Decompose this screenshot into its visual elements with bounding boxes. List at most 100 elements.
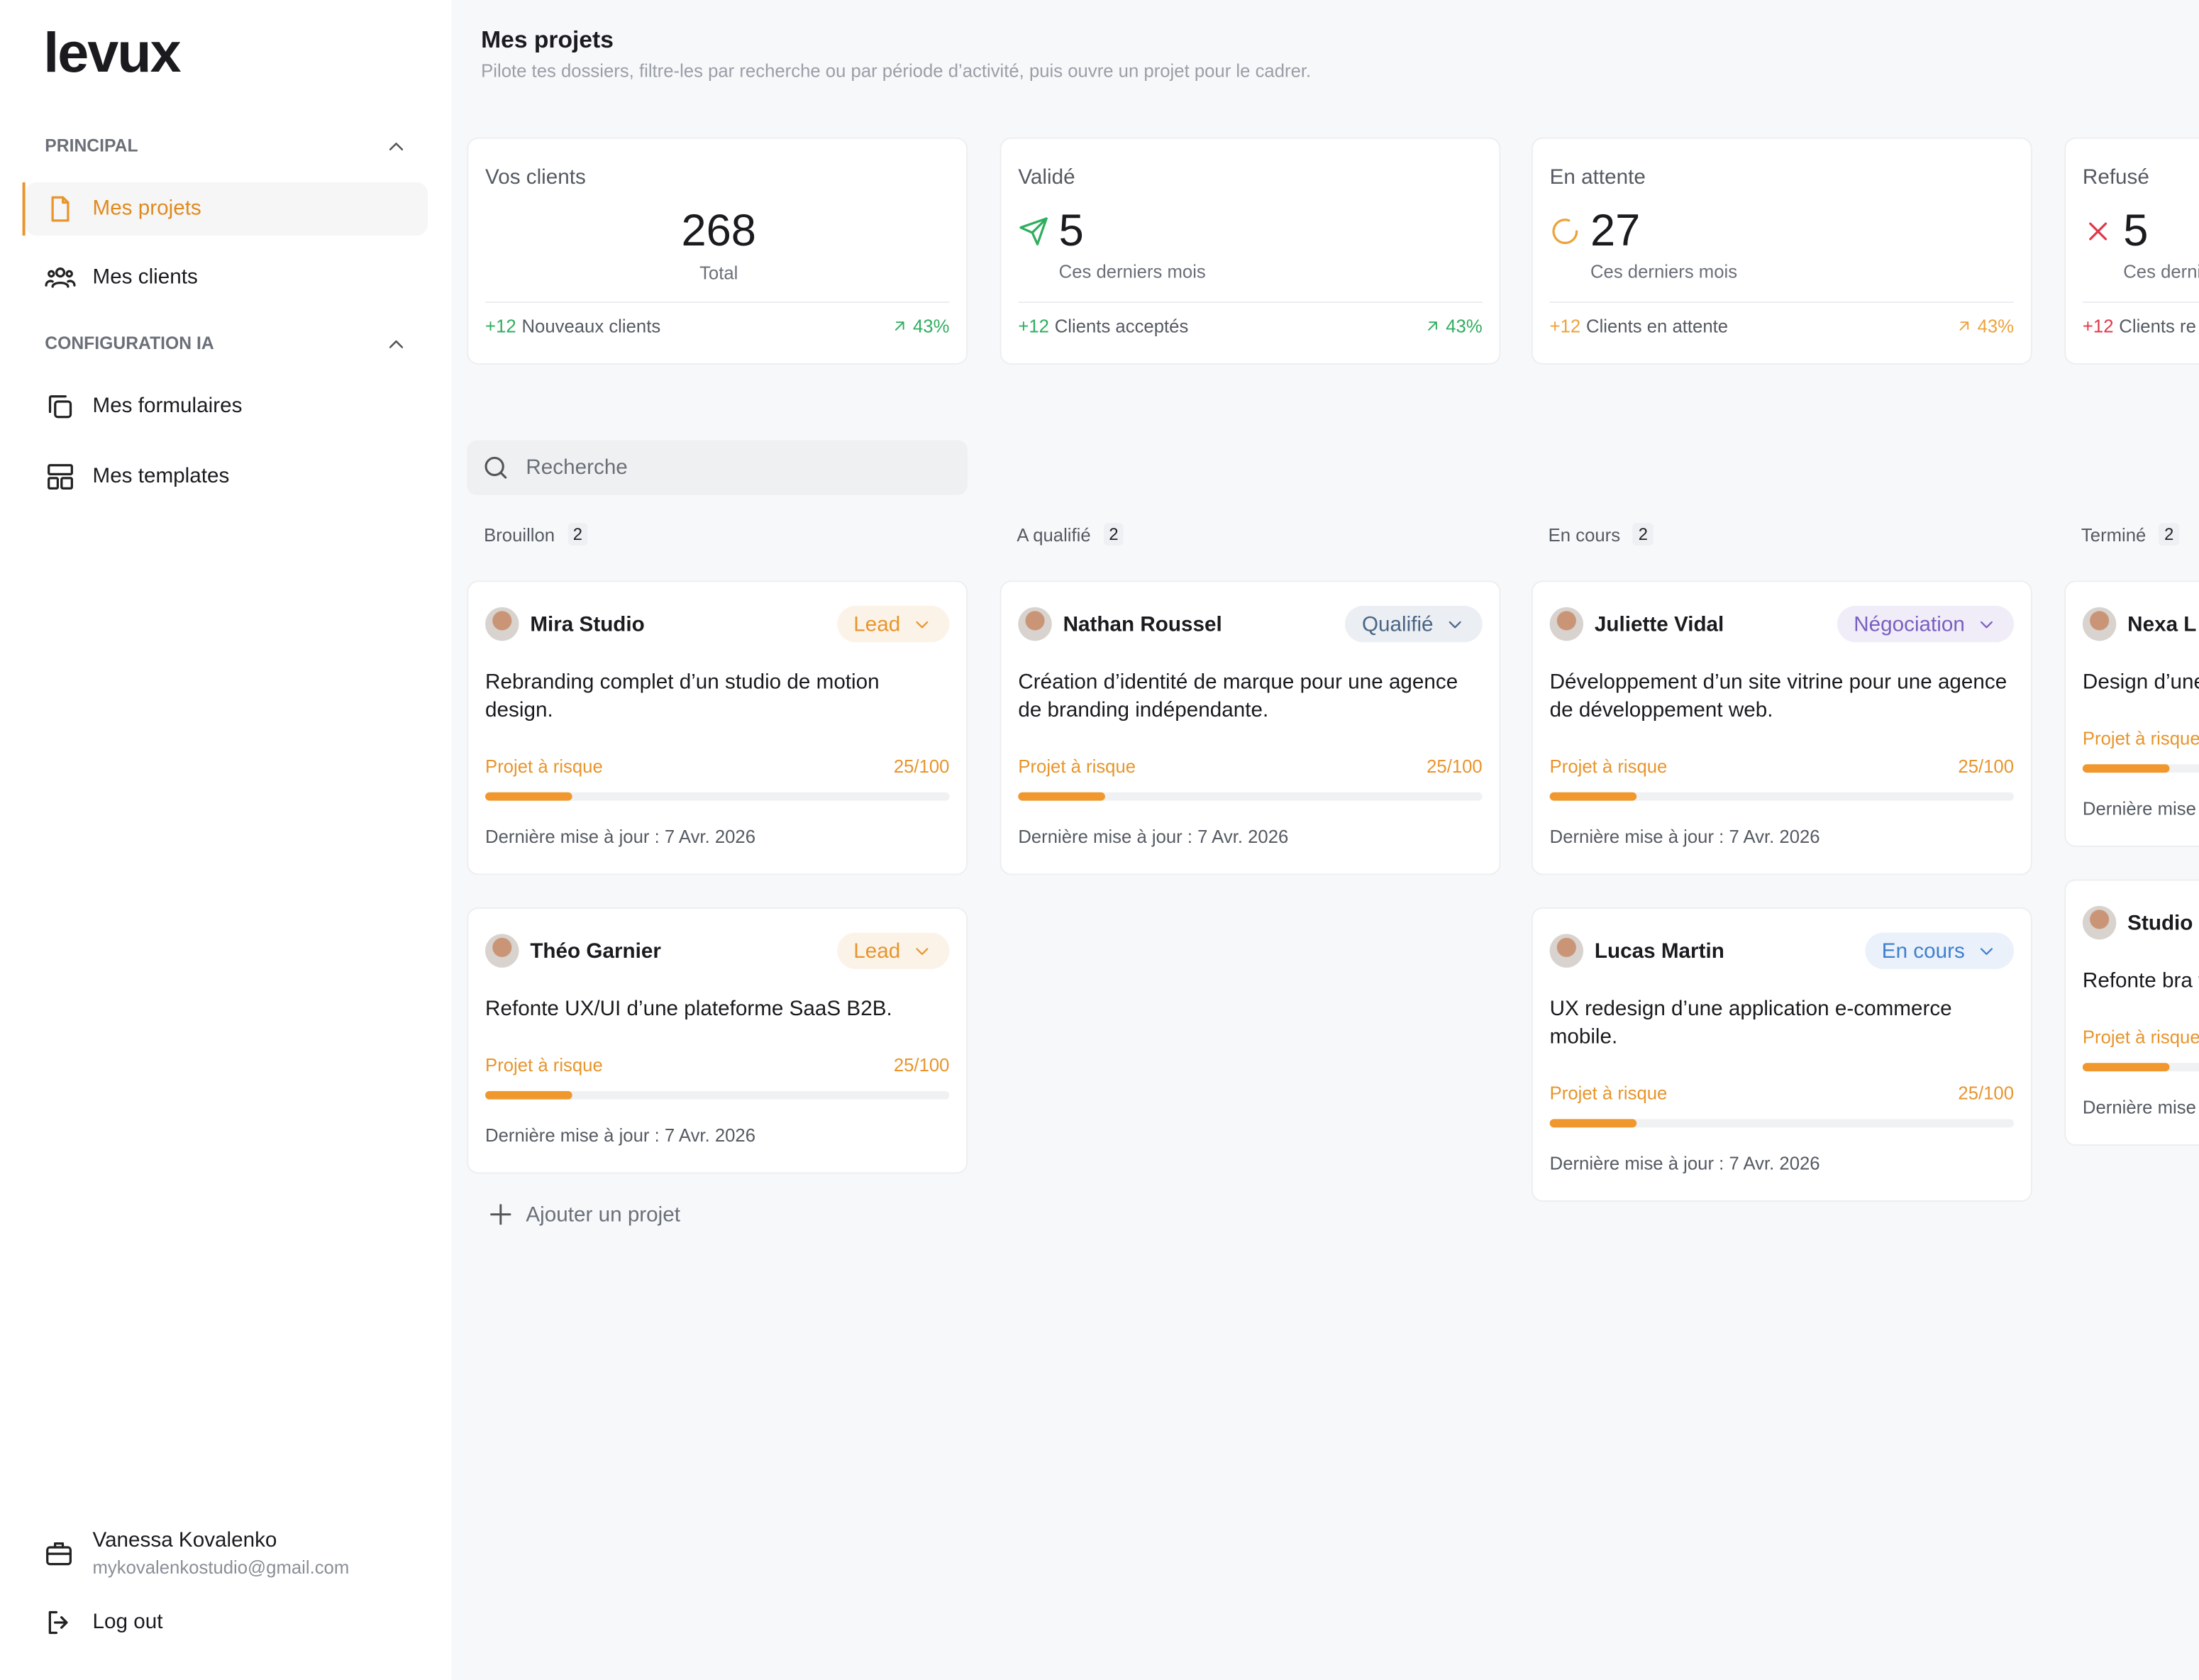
progress-fill bbox=[1549, 792, 1637, 801]
add-icon bbox=[487, 1200, 515, 1229]
project-card[interactable]: Lucas Martin En cours UX redesign d’une ap… bbox=[1531, 907, 2032, 1202]
risk-label: Projet à risque bbox=[1549, 756, 1668, 778]
stat-delta-label: Clients re bbox=[2119, 315, 2196, 337]
page-title: Mes projets bbox=[481, 26, 614, 54]
project-card[interactable]: Théo Garnier Lead Refonte UX/UI d’une plat… bbox=[467, 907, 968, 1174]
stat-icon bbox=[1550, 216, 1580, 253]
risk-label: Projet à risque bbox=[485, 1054, 603, 1076]
risk-label: Projet à risque bbox=[1018, 756, 1136, 778]
stat-trend-value: 43% bbox=[1446, 315, 1483, 337]
nav-icon bbox=[45, 194, 75, 231]
card-header: Lucas Martin En cours bbox=[1549, 931, 2015, 970]
client-name: Juliette Vidal bbox=[1594, 612, 1724, 636]
project-card[interactable]: Mira Studio Lead Rebranding complet d’un s… bbox=[467, 580, 968, 875]
page-subtitle: Pilote tes dossiers, filtre-les par rech… bbox=[481, 60, 1312, 82]
status-label: Lead bbox=[853, 612, 901, 636]
badge-chevron bbox=[1444, 614, 1466, 635]
project-card[interactable]: Nexa L Design d’une spécialisée Projet à r… bbox=[2064, 580, 2199, 847]
card-header: Mira Studio Lead bbox=[485, 604, 950, 643]
status-label: Lead bbox=[853, 939, 901, 963]
search[interactable]: Recherche bbox=[467, 440, 968, 495]
risk-row: Projet à risque 25/100 bbox=[485, 1054, 949, 1077]
avatar bbox=[1549, 607, 1584, 641]
stat-trend: 43% bbox=[1955, 315, 2015, 337]
logout-icon[interactable] bbox=[43, 1607, 74, 1645]
stat-card: Vos clients 268 Total +12 Nouveaux clients 43… bbox=[467, 137, 968, 365]
status-label: En cours bbox=[1881, 939, 1965, 963]
risk-label: Projet à risque bbox=[2082, 1026, 2199, 1048]
card-header: Studio bbox=[2082, 903, 2199, 942]
avatar bbox=[485, 934, 519, 968]
collapse-icon[interactable] bbox=[384, 332, 409, 363]
user-name: Vanessa Kovalenko bbox=[92, 1528, 277, 1553]
section-title: CONFIGURATION IA bbox=[45, 333, 214, 354]
nav-item[interactable]: Mes clients bbox=[92, 265, 198, 289]
divider bbox=[1018, 301, 1483, 303]
status-badge[interactable]: En cours bbox=[1865, 932, 2015, 969]
stat-delta: +12 bbox=[2082, 315, 2114, 337]
column: Nathan Roussel Qualifié Création d’identit… bbox=[999, 580, 1501, 907]
stat-caption: Ces derniers mois bbox=[2123, 260, 2199, 282]
divider bbox=[1549, 301, 2015, 303]
stat-label: Refusé bbox=[2082, 165, 2149, 189]
updated: Dernière mise à jour : 7 Avr. 2026 bbox=[1018, 826, 1289, 847]
risk-row: Projet à risque 25/100 bbox=[1550, 756, 2014, 778]
nav-icon bbox=[45, 262, 76, 300]
column: Mira Studio Lead Rebranding complet d’un s… bbox=[467, 580, 968, 1228]
section-title: PRINCIPAL bbox=[45, 136, 138, 156]
score: 25/100 bbox=[893, 1054, 950, 1076]
divider bbox=[2082, 301, 2199, 303]
card-header: Nathan Roussel Qualifié bbox=[1018, 604, 1483, 643]
nav-item[interactable]: Mes templates bbox=[92, 464, 230, 488]
updated: Dernière mise à jour : 7 Avr. 2026 bbox=[1549, 1152, 1820, 1174]
client-name: Studio bbox=[2127, 910, 2193, 935]
nav-item[interactable]: Mes formulaires bbox=[92, 394, 243, 419]
card-header: Nexa L bbox=[2082, 604, 2199, 643]
project-card[interactable]: Juliette Vidal Négociation Développement d… bbox=[1531, 580, 2032, 875]
risk-label: Projet à risque bbox=[2082, 727, 2199, 749]
description: UX redesign d’une application e-commerce… bbox=[1549, 997, 1952, 1049]
project-card[interactable]: Studio Refonte bra freelance co Projet à r… bbox=[2064, 879, 2199, 1146]
collapse-icon[interactable] bbox=[384, 135, 409, 165]
sidebar: levux PRINCIPAL Mes projets Mes clients CONF… bbox=[0, 0, 452, 1680]
column-name: A qualifié bbox=[1017, 524, 1091, 545]
column-count: 2 bbox=[1632, 523, 1654, 546]
progress-track bbox=[485, 1090, 950, 1100]
stat-value: 5 bbox=[1058, 204, 1084, 255]
add-project[interactable]: Ajouter un projet bbox=[467, 1200, 968, 1229]
stat-caption: Ces derniers mois bbox=[1590, 260, 1738, 282]
stat-label: En attente bbox=[1549, 165, 1646, 189]
status-badge[interactable]: Négociation bbox=[1837, 605, 2015, 643]
stat-delta-label: Clients acceptés bbox=[1054, 315, 1189, 337]
project-card[interactable]: Nathan Roussel Qualifié Création d’identit… bbox=[999, 580, 1501, 875]
score: 25/100 bbox=[1427, 756, 1483, 778]
description: Design d’une spécialisée bbox=[2082, 670, 2199, 695]
score: 25/100 bbox=[1958, 756, 2015, 778]
logout[interactable]: Log out bbox=[92, 1610, 163, 1634]
stat-card: Validé 5 Ces derniers mois +12 Clients accep… bbox=[999, 137, 1501, 365]
stat-trend-value: 43% bbox=[1977, 315, 2015, 337]
badge-chevron bbox=[912, 614, 933, 635]
score: 25/100 bbox=[1958, 1082, 2015, 1104]
nav-icon bbox=[45, 461, 75, 499]
nav-item[interactable]: Mes projets bbox=[92, 196, 201, 221]
column-name: En cours bbox=[1548, 524, 1621, 545]
description: Refonte UX/UI d’une plateforme SaaS B2B. bbox=[485, 997, 892, 1021]
active-bar bbox=[22, 182, 26, 236]
description: Création d’identité de marque pour une a… bbox=[1018, 670, 1458, 722]
client-name: Nathan Roussel bbox=[1063, 612, 1222, 636]
card-header: Théo Garnier Lead bbox=[485, 931, 950, 970]
risk-row: Projet à risque bbox=[2083, 1027, 2199, 1049]
status-badge[interactable]: Lead bbox=[836, 932, 950, 969]
stat-icon bbox=[1018, 216, 1048, 253]
status-badge[interactable]: Qualifié bbox=[1345, 605, 1483, 643]
client-name: Mira Studio bbox=[530, 612, 645, 636]
client-name: Nexa L bbox=[2127, 612, 2197, 636]
stat-card: En attente 27 Ces derniers mois +12 Clients … bbox=[1531, 137, 2032, 365]
column-count: 2 bbox=[567, 523, 588, 546]
column-name: Brouillon bbox=[484, 524, 555, 545]
status-badge[interactable]: Lead bbox=[836, 605, 950, 643]
